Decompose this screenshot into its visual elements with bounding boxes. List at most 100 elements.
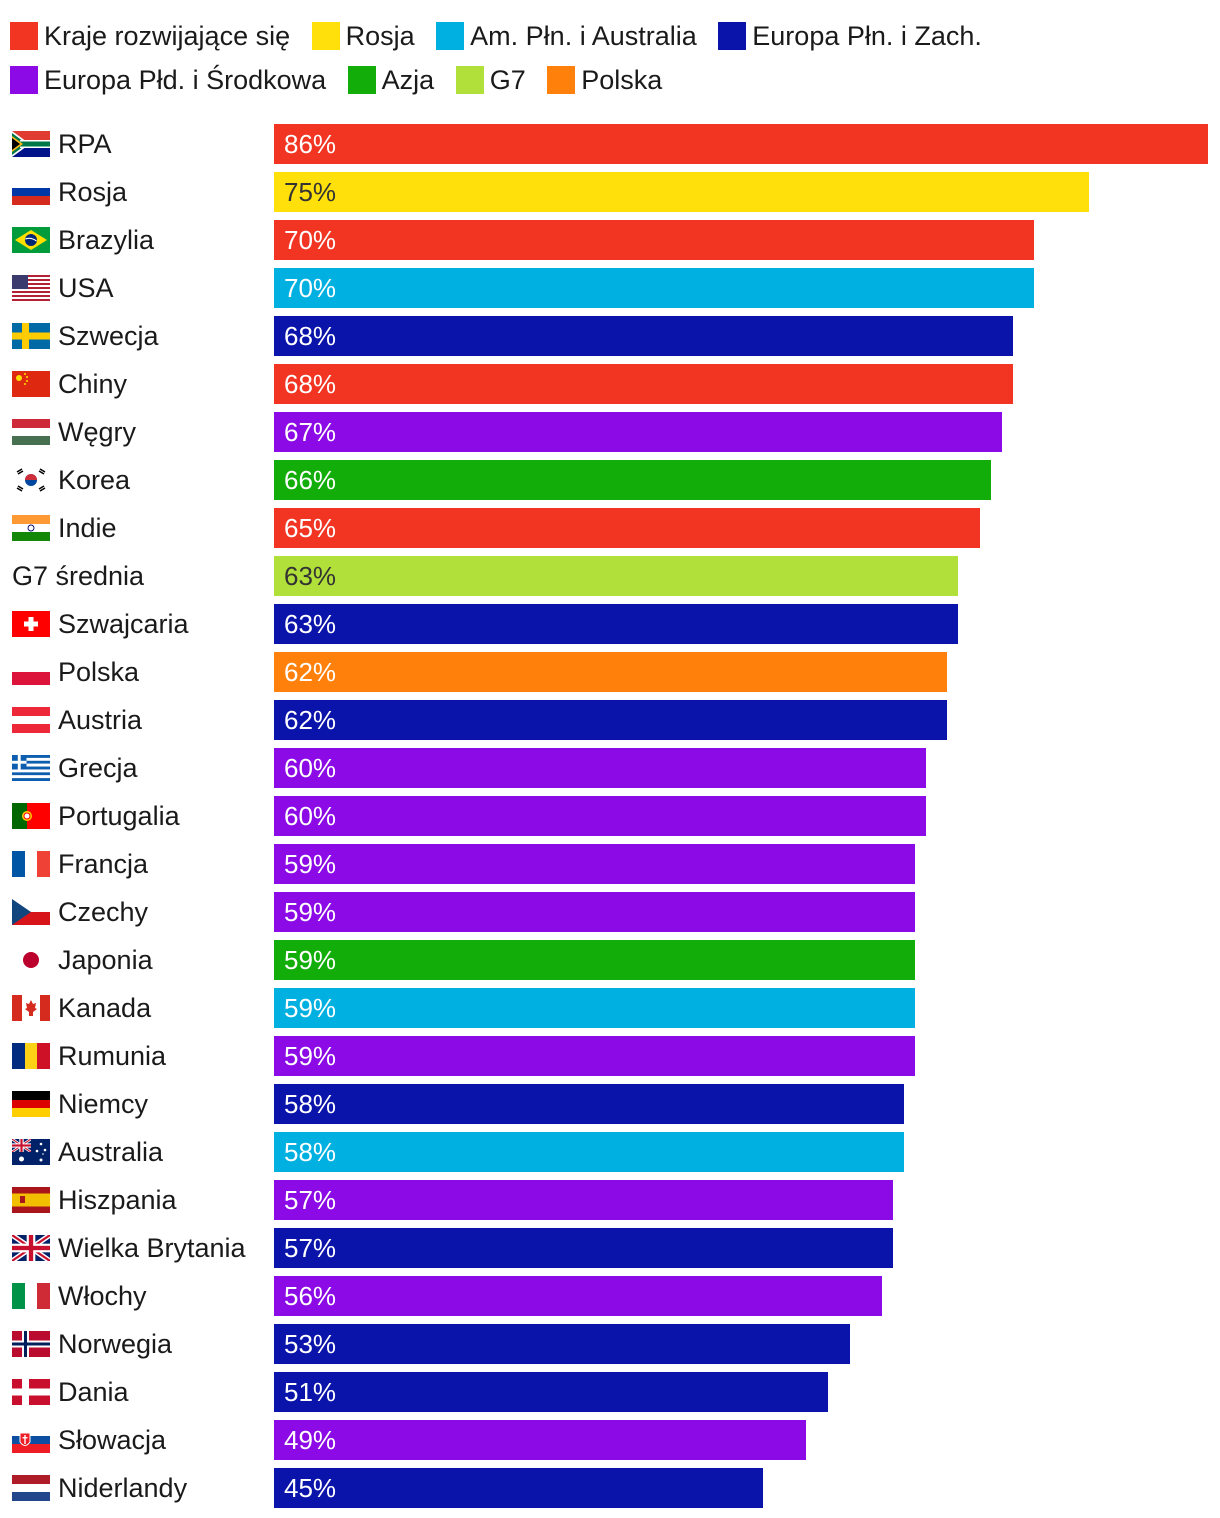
bar-value-label: 60%: [284, 753, 337, 783]
bar-row: Norwegia 53%: [0, 1320, 1220, 1368]
bar-row: Szwecja 68%: [0, 312, 1220, 360]
portugal-flag-icon: [12, 803, 50, 829]
bar-value-label: 86%: [284, 129, 337, 159]
bar: 60%: [274, 748, 926, 788]
category-label: RPA: [58, 129, 112, 159]
bar-value-label: 68%: [284, 321, 337, 351]
bar-row: Grecja 60%: [0, 744, 1220, 792]
spain-flag-icon: [12, 1187, 50, 1213]
bar-row: Indie 65%: [0, 504, 1220, 552]
legend-swatch: [10, 66, 38, 94]
bar-value-label: 58%: [284, 1137, 337, 1167]
greece-flag-icon: [12, 755, 50, 782]
bar-row: Brazylia 70%: [0, 216, 1220, 264]
bar-value-label: 67%: [284, 417, 337, 447]
legend-label: Polska: [581, 65, 663, 95]
bar-row: Polska 62%: [0, 648, 1220, 696]
legend-label: Azja: [381, 65, 435, 95]
legend-swatch: [347, 66, 376, 94]
bar: 59%: [274, 988, 915, 1028]
bar-row: Hiszpania 57%: [0, 1176, 1220, 1224]
bar-row: Chiny 68%: [0, 360, 1220, 408]
bar-row: Włochy 56%: [0, 1272, 1220, 1320]
bar: 62%: [274, 700, 947, 740]
bar-row: Czechy 59%: [0, 888, 1220, 936]
legend-item: G7: [455, 58, 526, 102]
bar-row: Niderlandy 45%: [0, 1464, 1220, 1512]
bar: 59%: [274, 892, 915, 932]
category-label: Francja: [58, 849, 149, 879]
bar-value-label: 45%: [284, 1473, 337, 1503]
bar-value-label: 57%: [284, 1185, 337, 1215]
legend-swatch: [455, 66, 484, 94]
legend-label: Rosja: [345, 21, 415, 51]
bar: 66%: [274, 460, 991, 500]
bar: 68%: [274, 316, 1013, 356]
bar: 62%: [274, 652, 947, 692]
category-label: Niderlandy: [58, 1473, 188, 1503]
legend-item: Europa Płn. i Zach.: [718, 14, 982, 58]
category-label: Polska: [58, 657, 140, 687]
bar-row: Francja 59%: [0, 840, 1220, 888]
bar-row: USA 70%: [0, 264, 1220, 312]
bar-row: Austria 62%: [0, 696, 1220, 744]
category-label: Słowacja: [58, 1425, 167, 1455]
italy-flag-icon: [12, 1283, 50, 1309]
switzerland-flag-icon: [12, 611, 50, 637]
bar-row: Wielka Brytania 57%: [0, 1224, 1220, 1272]
germany-flag-icon: [12, 1091, 50, 1117]
slovakia-flag-icon: [12, 1427, 50, 1453]
category-label: Szwajcaria: [58, 609, 189, 639]
category-label: Dania: [58, 1377, 129, 1407]
bar: 45%: [274, 1468, 763, 1508]
category-label: Rosja: [58, 177, 128, 207]
denmark-flag-icon: [12, 1379, 50, 1405]
bar-row: Japonia 59%: [0, 936, 1220, 984]
bar-row: Rumunia 59%: [0, 1032, 1220, 1080]
legend-item: Azja: [347, 58, 435, 102]
uk-flag-icon: [10, 1232, 52, 1264]
bar: 60%: [274, 796, 926, 836]
netherlands-flag-icon: [12, 1475, 50, 1501]
bar: 68%: [274, 364, 1013, 404]
korea-flag-icon: [12, 467, 50, 493]
bar-row: Szwajcaria 63%: [0, 600, 1220, 648]
bar-value-label: 63%: [284, 609, 337, 639]
legend-label: Am. Płn. i Australia: [470, 21, 697, 51]
bar-value-label: 56%: [284, 1281, 337, 1311]
category-label: Portugalia: [58, 801, 180, 831]
bar: 57%: [274, 1228, 893, 1268]
legend-swatch: [10, 22, 38, 50]
bar: 63%: [274, 604, 958, 644]
bar-value-label: 59%: [284, 1041, 337, 1071]
india-flag-icon: [12, 515, 50, 541]
bar: 51%: [274, 1372, 828, 1412]
bar-value-label: 49%: [284, 1425, 337, 1455]
legend-label: Kraje rozwijające się: [44, 21, 291, 51]
bar: 86%: [274, 124, 1208, 164]
legend-swatch: [547, 66, 576, 94]
bar: 49%: [274, 1420, 806, 1460]
bar-row: Niemcy 58%: [0, 1080, 1220, 1128]
category-label: Rumunia: [58, 1041, 167, 1071]
bar-value-label: 51%: [284, 1377, 337, 1407]
category-label: Indie: [58, 513, 117, 543]
category-label: Korea: [58, 465, 131, 495]
bar: 63%: [274, 556, 958, 596]
category-label: Japonia: [58, 945, 153, 975]
legend-label: G7: [489, 65, 526, 95]
austria-flag-icon: [12, 707, 50, 733]
chart-legend: Kraje rozwijające się Rosja Am. Płn. i A…: [10, 14, 1210, 102]
bar-value-label: 59%: [284, 897, 337, 927]
bar-value-label: 62%: [284, 657, 337, 687]
bar: 67%: [274, 412, 1002, 452]
bar-value-label: 59%: [284, 993, 337, 1023]
category-label: Włochy: [58, 1281, 147, 1311]
bar-row: Portugalia 60%: [0, 792, 1220, 840]
category-label: Hiszpania: [58, 1185, 177, 1215]
canada-flag-icon: [12, 995, 50, 1021]
legend-label: Europa Płn. i Zach.: [752, 21, 982, 51]
bar: 65%: [274, 508, 980, 548]
sweden-flag-icon: [12, 323, 50, 349]
